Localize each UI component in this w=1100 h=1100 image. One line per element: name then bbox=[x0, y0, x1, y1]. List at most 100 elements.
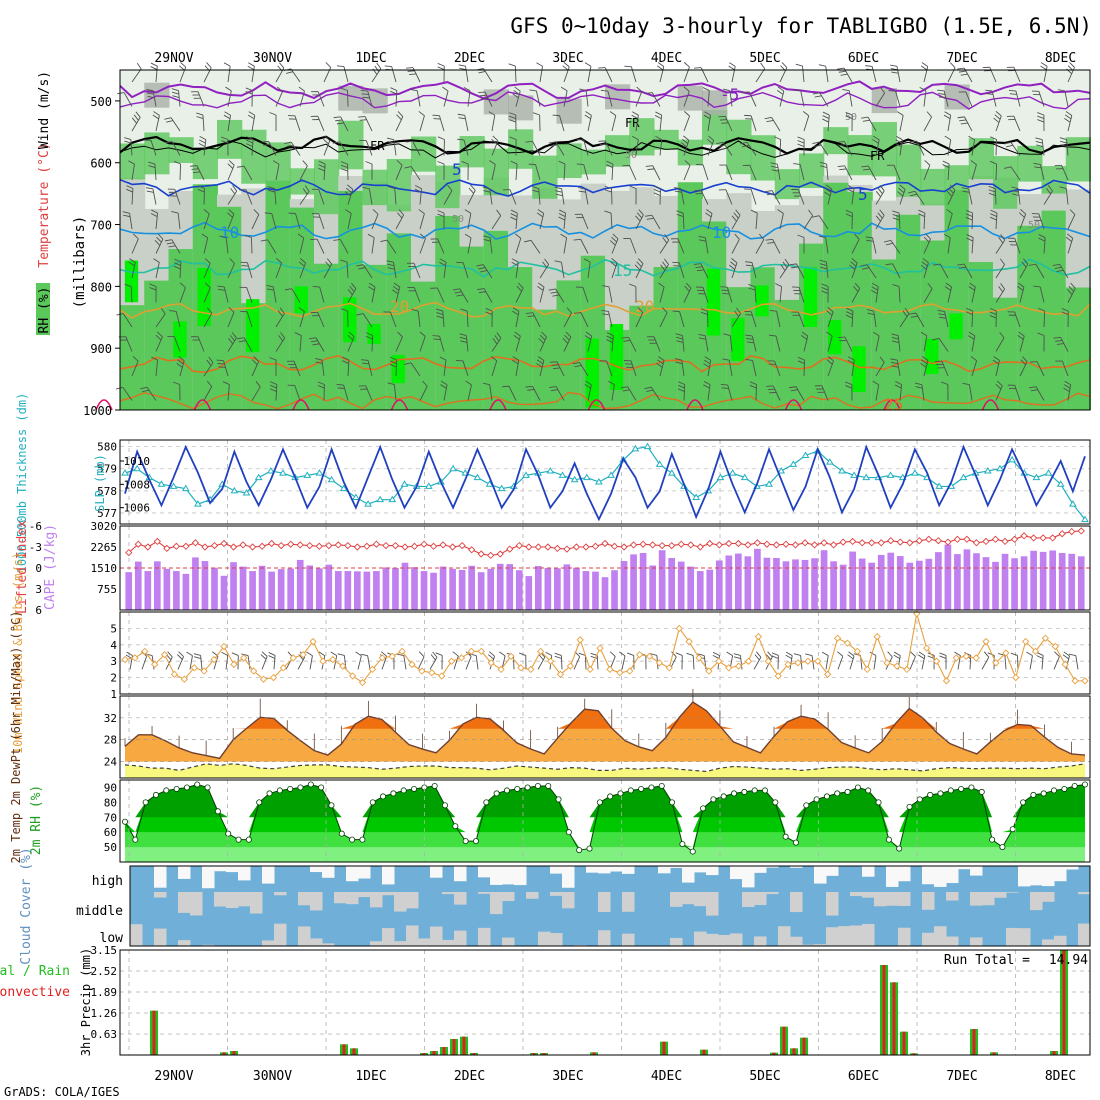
cloud-gap bbox=[718, 934, 731, 946]
li-point bbox=[1049, 534, 1057, 542]
wind-barb-feather bbox=[387, 263, 395, 267]
wind-barb bbox=[514, 65, 517, 83]
wind-barb bbox=[555, 386, 565, 401]
wind-barb bbox=[573, 656, 581, 670]
wind-barb-feather bbox=[342, 360, 349, 364]
thickness-point bbox=[400, 480, 409, 487]
wind-barb bbox=[611, 335, 614, 352]
cape-bar bbox=[915, 560, 923, 610]
precip-conv-bar bbox=[462, 1036, 466, 1055]
wind-barb bbox=[539, 66, 543, 83]
wind-barb-feather bbox=[718, 144, 726, 148]
cape-bar bbox=[744, 556, 752, 610]
wind-barb-feather bbox=[261, 651, 268, 657]
wind-barb-feather bbox=[865, 65, 873, 67]
wind-barb bbox=[1019, 335, 1025, 352]
wind-barb-feather bbox=[612, 233, 619, 239]
wind-barb-feather bbox=[298, 307, 305, 312]
cloud-gap bbox=[406, 892, 419, 909]
wind-barb-feather bbox=[887, 651, 893, 658]
rh2m-tick-label: 80 bbox=[104, 796, 117, 809]
wind-barb-feather bbox=[168, 245, 176, 248]
wind-barb-feather bbox=[178, 356, 185, 361]
wind-barb-feather bbox=[902, 310, 908, 317]
cloud-gap bbox=[394, 941, 407, 946]
wind-barb-feather bbox=[853, 285, 859, 292]
wind-barb-feather bbox=[285, 71, 294, 74]
wind-barb-feather bbox=[573, 312, 582, 314]
thickness-point bbox=[1068, 500, 1077, 507]
cloud-gap bbox=[154, 928, 167, 946]
wind-barb-feather bbox=[919, 86, 927, 92]
wind-barb bbox=[152, 90, 157, 107]
li-point bbox=[572, 543, 581, 551]
rh2m-point bbox=[958, 785, 965, 792]
wind-barb bbox=[702, 164, 709, 181]
wind-barb-feather bbox=[1017, 334, 1024, 340]
wind-barb-feather bbox=[1056, 343, 1064, 345]
rh2m-point bbox=[483, 799, 490, 806]
wind-barb-feather bbox=[562, 338, 569, 344]
wind-barb-feather bbox=[487, 654, 494, 660]
wind-barb-feather bbox=[998, 286, 1004, 293]
wind-barb-feather bbox=[793, 163, 801, 165]
cloud-gap bbox=[190, 892, 203, 916]
wind-barb-feather bbox=[686, 652, 694, 656]
wind-barb-feather bbox=[565, 331, 572, 338]
cloud-gap bbox=[946, 866, 959, 884]
wind-barb-feather bbox=[1008, 89, 1016, 92]
wind-barb bbox=[722, 141, 733, 156]
rh-contour-label: 50 bbox=[452, 214, 464, 225]
wind-barb-feather bbox=[549, 361, 557, 363]
cape-bar bbox=[935, 552, 942, 610]
li-point bbox=[468, 546, 476, 554]
rh-green-upper bbox=[968, 138, 994, 180]
wind-barb-feather bbox=[662, 261, 668, 268]
li-point bbox=[515, 541, 523, 550]
cape-bar bbox=[554, 568, 561, 610]
wind-barb-feather bbox=[390, 87, 398, 91]
wind-barb bbox=[346, 262, 349, 279]
wind-barb bbox=[587, 384, 592, 401]
wind-barb-feather bbox=[801, 331, 809, 337]
wind-barb bbox=[251, 115, 256, 132]
wind-barb bbox=[179, 163, 182, 181]
wind-barb-feather bbox=[637, 307, 644, 313]
wind-barb-feather bbox=[750, 209, 758, 214]
wind-barb-feather bbox=[229, 258, 235, 264]
wind-barb-feather bbox=[576, 138, 584, 141]
li-point bbox=[715, 541, 723, 549]
wind-barb-feather bbox=[631, 135, 639, 141]
wind-barb-feather bbox=[767, 651, 773, 658]
cape-bar bbox=[277, 569, 285, 610]
temp2m-axis-title: 2m Temp 2m DewPt (6hr Min/Max) (°C) bbox=[9, 611, 23, 864]
wind-barb-feather bbox=[845, 209, 853, 214]
wind-barb bbox=[146, 386, 157, 401]
wind-barb-feather bbox=[482, 382, 490, 386]
wind-barb bbox=[898, 286, 901, 303]
wind-barb-feather bbox=[237, 165, 245, 168]
wind-barb bbox=[774, 360, 781, 377]
wind-barb-feather bbox=[228, 160, 235, 166]
temp-tick-label: 32 bbox=[104, 712, 117, 725]
date-label-top: 8DEC bbox=[1045, 51, 1076, 66]
wind-barb-feather bbox=[791, 266, 799, 269]
wind-barb-feather bbox=[463, 86, 471, 92]
wind-barb bbox=[297, 656, 306, 670]
wind-speed-point bbox=[151, 660, 159, 669]
wind-barb-feather bbox=[1037, 115, 1045, 119]
rh2m-point bbox=[142, 799, 149, 806]
wind-barb-feather bbox=[461, 161, 469, 165]
wind-barb-feather bbox=[1064, 117, 1071, 123]
wind-barb bbox=[629, 238, 637, 254]
wind-barb bbox=[179, 262, 182, 279]
wind-barb bbox=[131, 262, 136, 279]
wind-barb-feather bbox=[962, 190, 970, 193]
wind-barb-feather bbox=[337, 653, 345, 656]
wind-barb bbox=[438, 115, 445, 132]
wind-barb-feather bbox=[498, 651, 506, 657]
wind-barb-feather bbox=[469, 653, 477, 656]
wind-speed-point bbox=[556, 670, 565, 678]
wind-barb bbox=[171, 239, 181, 254]
